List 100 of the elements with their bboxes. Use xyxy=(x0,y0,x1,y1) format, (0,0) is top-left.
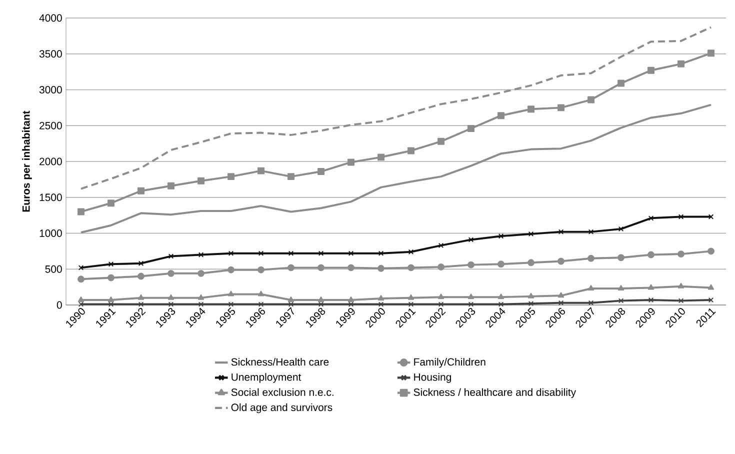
line-series xyxy=(80,104,712,234)
point xyxy=(438,294,444,300)
point xyxy=(528,106,534,113)
point xyxy=(708,50,714,57)
point xyxy=(588,285,594,290)
point xyxy=(288,173,294,180)
point xyxy=(288,302,294,307)
legend-label: Housing xyxy=(414,373,451,383)
point xyxy=(168,254,174,259)
point xyxy=(558,258,564,265)
point xyxy=(558,104,564,112)
y-tick-label: 3500 xyxy=(39,50,62,58)
point xyxy=(348,264,354,272)
point xyxy=(408,294,414,300)
point xyxy=(228,266,234,274)
point xyxy=(648,216,654,221)
point xyxy=(108,200,114,207)
point xyxy=(438,302,444,307)
point xyxy=(168,182,174,190)
point xyxy=(138,272,144,280)
point xyxy=(708,248,714,255)
point xyxy=(168,302,174,307)
point xyxy=(618,254,624,262)
y-axis-title: Euros per inhabitant xyxy=(22,110,32,212)
point xyxy=(678,250,684,258)
point xyxy=(558,229,564,234)
point xyxy=(348,296,354,302)
point xyxy=(198,294,204,300)
point xyxy=(588,96,594,104)
point xyxy=(678,282,684,288)
point xyxy=(618,226,624,232)
point xyxy=(108,296,114,302)
point xyxy=(528,231,534,237)
point xyxy=(648,66,654,74)
point xyxy=(108,274,114,282)
point xyxy=(348,302,354,307)
point xyxy=(378,264,384,272)
point xyxy=(258,167,264,174)
point xyxy=(408,302,414,307)
point xyxy=(618,80,624,87)
point xyxy=(468,302,474,307)
point xyxy=(648,251,654,258)
y-tick-label: 500 xyxy=(45,265,62,273)
point xyxy=(198,302,204,307)
point xyxy=(468,261,474,268)
point xyxy=(378,250,384,256)
point xyxy=(378,154,384,161)
point xyxy=(588,300,594,306)
point xyxy=(138,302,144,307)
point xyxy=(228,290,234,296)
legend-label: Old age and survivors xyxy=(231,403,332,414)
legend-label: Family/Children xyxy=(414,358,486,368)
point xyxy=(348,158,354,166)
point xyxy=(228,173,234,180)
point xyxy=(438,138,444,145)
y-tick-label: 1000 xyxy=(40,230,62,237)
point xyxy=(318,264,324,272)
point xyxy=(258,250,264,256)
point xyxy=(678,60,684,68)
point xyxy=(468,237,474,242)
point xyxy=(648,297,654,303)
y-tick-label: 0 xyxy=(56,301,62,309)
point xyxy=(288,296,294,302)
point xyxy=(318,296,324,302)
point xyxy=(138,294,144,300)
point xyxy=(678,298,684,304)
point xyxy=(318,250,324,256)
y-tick-label: 2500 xyxy=(40,122,62,130)
point xyxy=(228,250,234,256)
point xyxy=(318,168,324,176)
point xyxy=(258,266,264,274)
point xyxy=(138,260,144,266)
point xyxy=(108,302,114,307)
point xyxy=(468,125,474,132)
point xyxy=(78,276,84,283)
point xyxy=(618,298,624,304)
point xyxy=(588,254,594,262)
point xyxy=(288,250,294,256)
point xyxy=(588,229,594,234)
legend-label: Social exclusion n.e.c. xyxy=(231,388,334,396)
point xyxy=(498,112,504,120)
point xyxy=(558,300,564,306)
point xyxy=(108,261,114,267)
point xyxy=(378,302,384,307)
point xyxy=(618,285,624,290)
y-tick-label: 3000 xyxy=(39,86,62,94)
point xyxy=(168,270,174,277)
point xyxy=(228,302,234,307)
y-tick-label: 2000 xyxy=(40,158,62,166)
point xyxy=(198,252,204,258)
point xyxy=(438,242,444,248)
point xyxy=(678,214,684,220)
point xyxy=(258,302,264,307)
point xyxy=(498,294,504,300)
point xyxy=(528,300,534,306)
point xyxy=(78,208,84,216)
legend-label: Sickness/Health care xyxy=(231,358,329,366)
point xyxy=(408,147,414,154)
y-tick-label: 4000 xyxy=(39,14,62,22)
point xyxy=(408,249,414,255)
